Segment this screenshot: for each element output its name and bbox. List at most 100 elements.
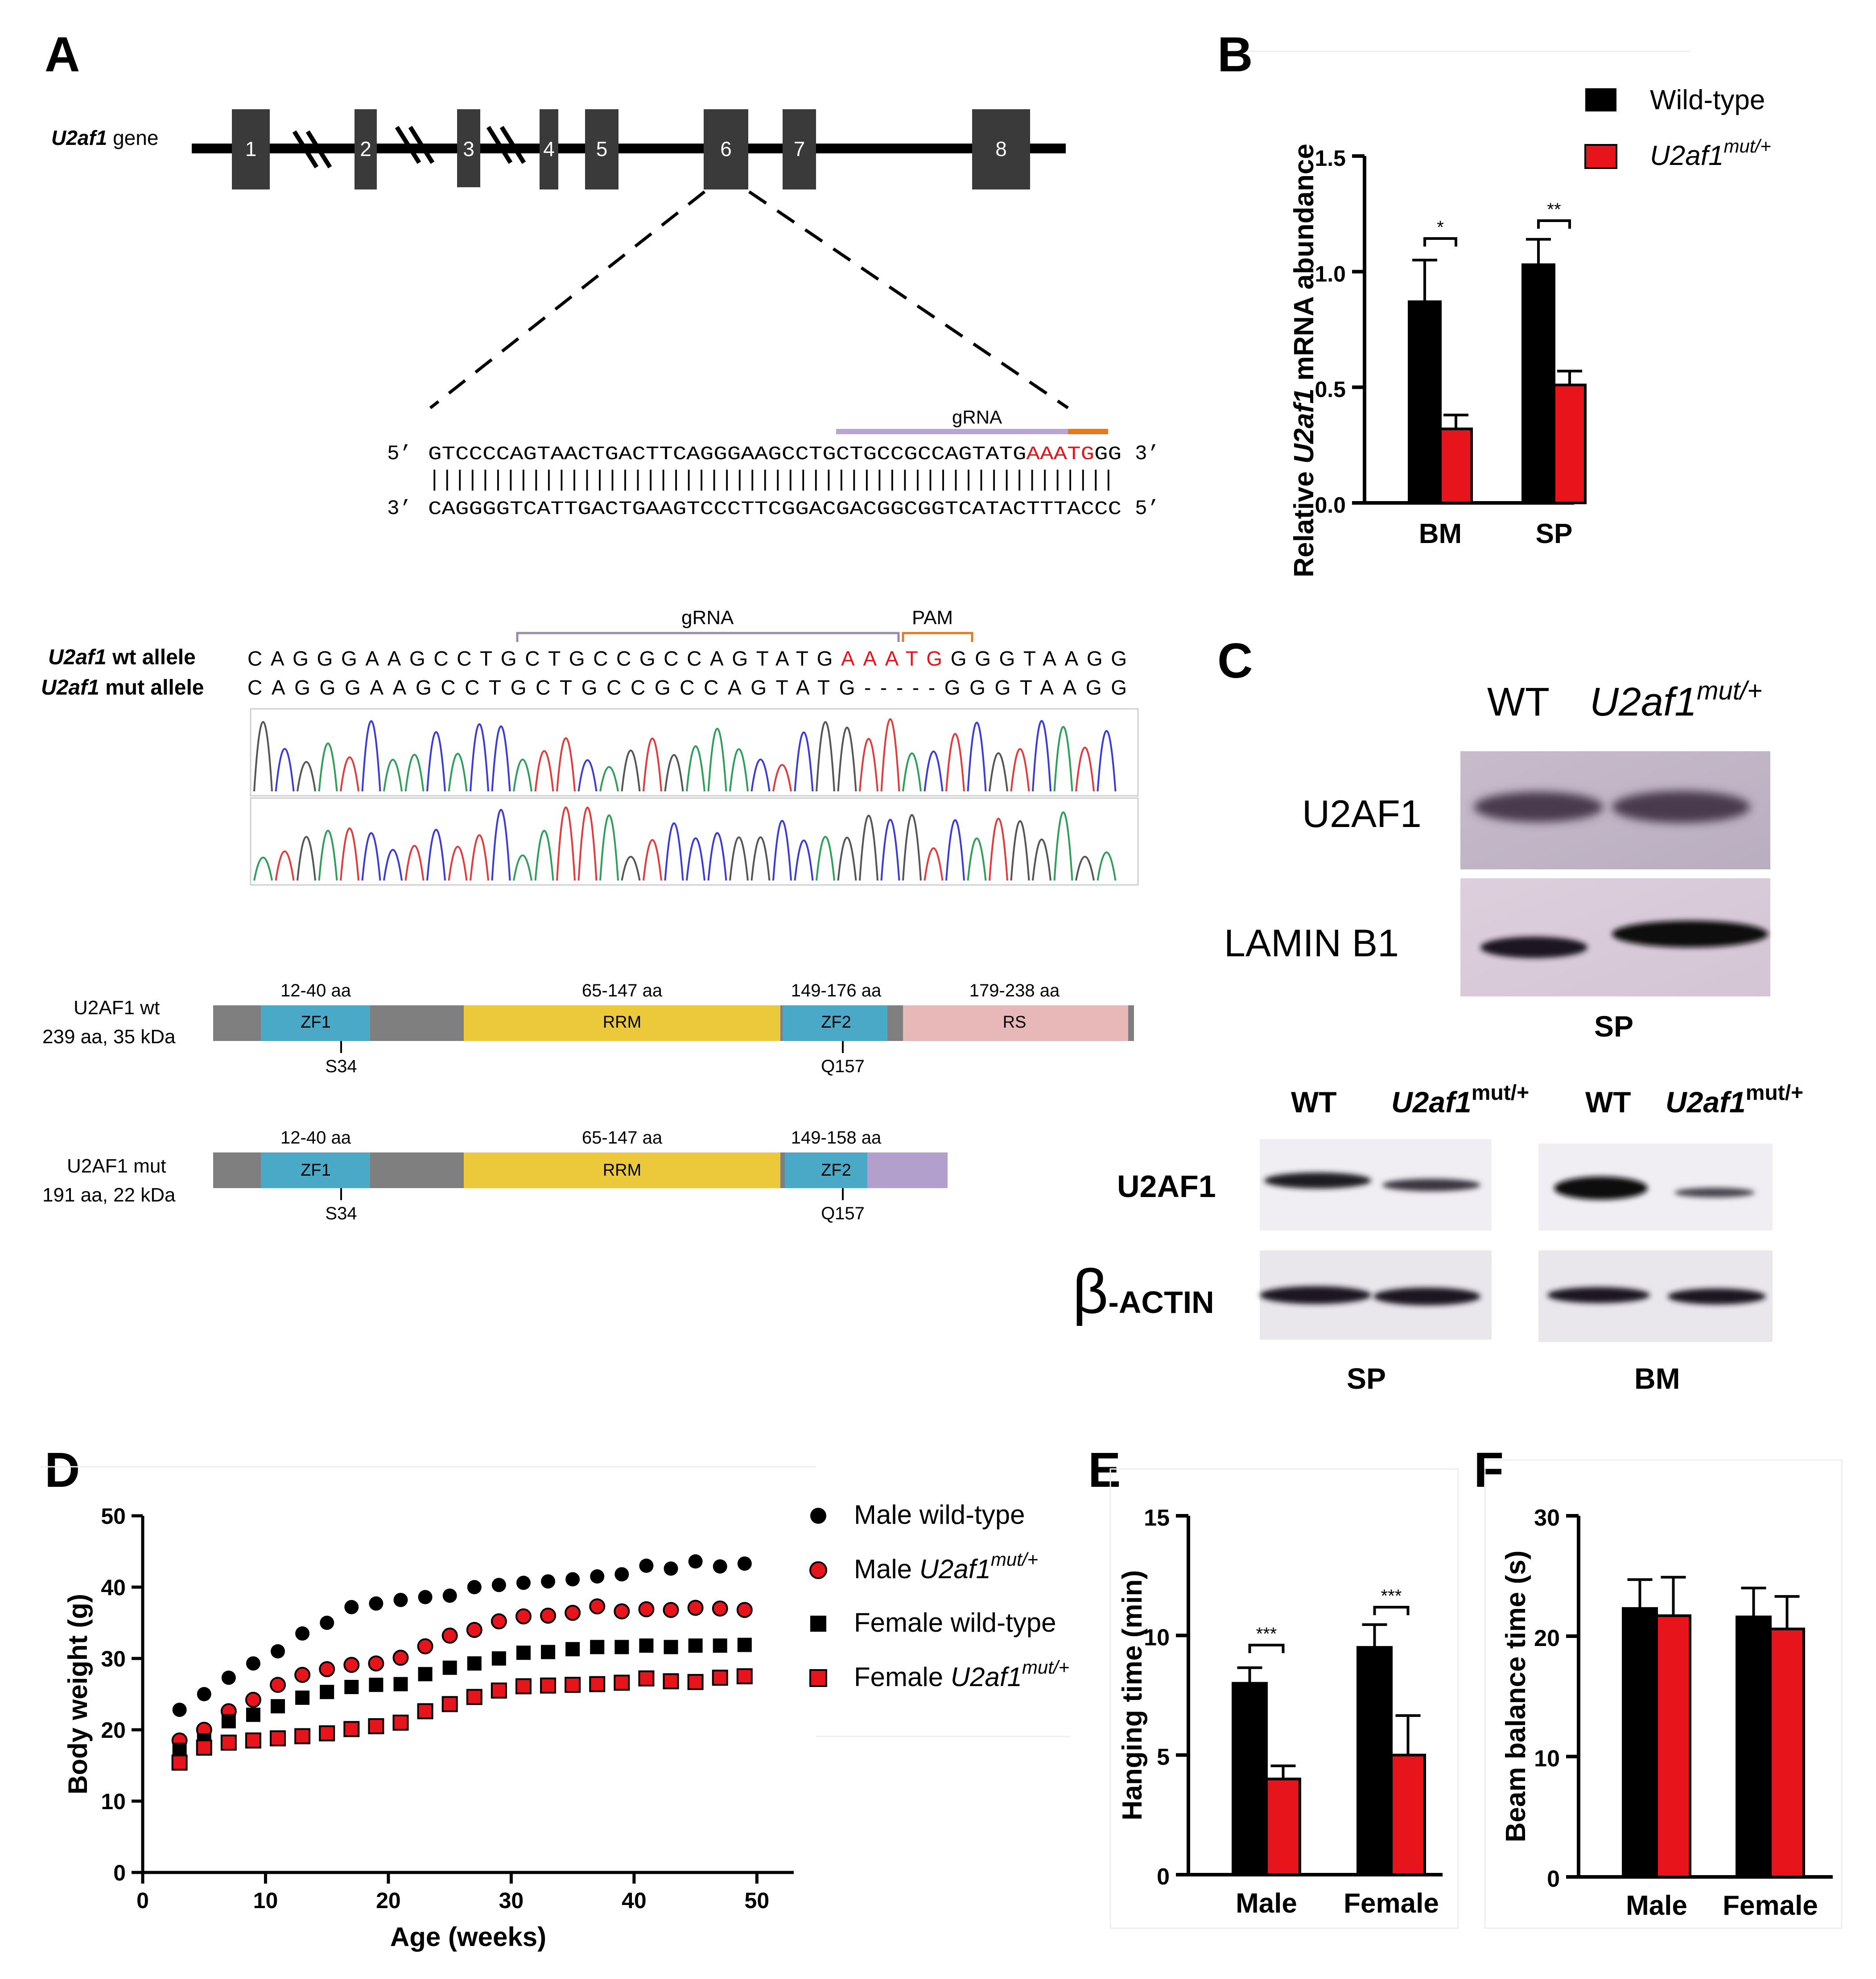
panel-b: B 0.0 0.5 1.0 1.5 BM * SP ** Relative U2af1 mRNA…	[1217, 27, 1771, 577]
grna-label-allele: gRNA	[681, 607, 734, 629]
trace-peak	[534, 750, 554, 792]
point-0	[688, 1554, 703, 1569]
trace-peak	[989, 752, 1008, 792]
significance-bracket	[1423, 237, 1457, 247]
trace-peak	[297, 836, 316, 881]
blot2-bm-u2af1-wt-band	[1554, 1177, 1648, 1200]
top-strand-prefix: 5’	[387, 442, 412, 465]
wt-zf2-name: ZF2	[821, 1013, 851, 1032]
exon-8	[972, 109, 1030, 189]
trace-peak	[924, 847, 944, 881]
chromatogram-mut	[253, 806, 1117, 881]
trace-peak	[1010, 748, 1030, 792]
bar-Male-1	[1265, 1777, 1301, 1876]
point-0	[614, 1567, 629, 1582]
exon-6	[704, 109, 748, 189]
mut-zf1-range: 12-40 aa	[280, 1128, 351, 1148]
blot2-sp-u2af1-wt-band	[1264, 1173, 1371, 1189]
wt-rrm-range: 65-147 aa	[582, 981, 663, 1000]
point-2	[442, 1660, 457, 1675]
y-axis-label: Relative U2af1 mRNA abundance	[1289, 144, 1319, 577]
point-1	[565, 1605, 581, 1621]
panel-f-label: F	[1474, 1443, 1504, 1498]
trace-peak	[599, 766, 619, 792]
legend-label-0: Male wild-type	[854, 1500, 1025, 1530]
mut-domain-zf1	[261, 1152, 370, 1188]
mut-zf2-range: 149-158 aa	[791, 1128, 882, 1148]
trace-peak	[1097, 730, 1117, 792]
trace-peak	[772, 820, 792, 881]
trace-peak	[318, 830, 338, 881]
wt-allele-label: U2af1 wt allele	[48, 646, 196, 669]
point-1	[441, 1627, 458, 1644]
point-2	[246, 1707, 260, 1722]
blot2-bm-u2af1-mut-band	[1674, 1188, 1755, 1197]
trace-peak	[1097, 851, 1117, 881]
point-3	[540, 1677, 557, 1694]
point-0	[590, 1569, 605, 1584]
legend-swatch-mut	[1584, 144, 1617, 169]
panel-d-label: D	[45, 1443, 80, 1498]
wt-site-s34: S34	[325, 1057, 357, 1076]
blot1-tissue-label: SP	[1594, 1010, 1633, 1043]
mut-allele-label: U2af1 mut allele	[41, 676, 204, 699]
trace-peak	[340, 827, 359, 881]
trace-peak	[772, 764, 792, 792]
frame	[1109, 1468, 1459, 1929]
trace-peak	[275, 748, 295, 792]
point-3	[392, 1715, 409, 1731]
trace-peak	[1053, 726, 1073, 792]
point-2	[516, 1646, 531, 1660]
y-tick-label: 10	[101, 1789, 126, 1814]
point-1	[515, 1608, 532, 1625]
point-2	[344, 1680, 359, 1694]
legend-marker-0	[810, 1508, 826, 1524]
point-1	[294, 1666, 311, 1683]
trace-peak	[643, 839, 662, 881]
point-1	[687, 1600, 704, 1616]
zoom-line-left	[429, 190, 706, 409]
point-2	[737, 1638, 752, 1652]
trace-peak	[534, 830, 554, 881]
significance-stars: ***	[1256, 1624, 1277, 1644]
point-3	[663, 1673, 679, 1690]
x-tick-label: 40	[622, 1888, 647, 1913]
bar-Male-0	[1232, 1682, 1268, 1876]
point-2	[271, 1699, 285, 1714]
trace-peak	[556, 737, 576, 792]
trace-peak	[426, 829, 446, 881]
trace-peak	[794, 839, 814, 881]
y-tick-label: 0	[1547, 1866, 1560, 1892]
trace-peak	[318, 742, 338, 792]
y-tick-label: 0	[113, 1860, 126, 1885]
bottom-strand-suffix: 5’	[1135, 497, 1159, 520]
trace-peak	[967, 837, 987, 881]
exon-6-label: 6	[720, 137, 732, 160]
blot2-band-u2af1: U2AF1	[1117, 1169, 1216, 1204]
bar-Male-0	[1622, 1607, 1658, 1878]
point-0	[467, 1580, 482, 1594]
x-axis-label: Age (weeks)	[390, 1922, 546, 1952]
y-tick-label: 0.0	[1315, 493, 1346, 518]
grna-bracket	[516, 632, 900, 642]
trace-peak	[491, 809, 511, 881]
category-label-Male: Male	[1626, 1890, 1687, 1921]
point-0	[541, 1574, 556, 1589]
top-strand-seq: GTCCCCAGTAACTGACTTCAGGGAAGCCTGCTGCCGCCAG…	[428, 443, 1121, 465]
point-2	[393, 1677, 408, 1691]
exon-3-label: 3	[463, 137, 474, 160]
point-3	[515, 1678, 532, 1695]
mut-allele-seq: CAGGGAAGCCTGCTGCCGCCAGTATG-----GGGTAAGG	[247, 676, 1133, 699]
blot1-mut-header: U2af1mut/+	[1590, 676, 1762, 724]
trace-peak	[577, 806, 598, 881]
y-tick-label: 40	[101, 1575, 126, 1600]
x-tick-label: 20	[376, 1888, 401, 1913]
significance-stars: *	[1437, 218, 1444, 237]
point-0	[491, 1578, 506, 1592]
trace-peak	[945, 819, 965, 881]
panel-d: D 0 10 20 30 40 50 0 10 20 30 40 50 Age (weeks) Body …	[40, 1443, 1070, 1952]
blot1-wt-header: WT	[1487, 680, 1550, 724]
y-tick-label: 50	[101, 1504, 126, 1529]
bar-Female-1	[1390, 1753, 1426, 1876]
trace-peak	[599, 815, 619, 881]
